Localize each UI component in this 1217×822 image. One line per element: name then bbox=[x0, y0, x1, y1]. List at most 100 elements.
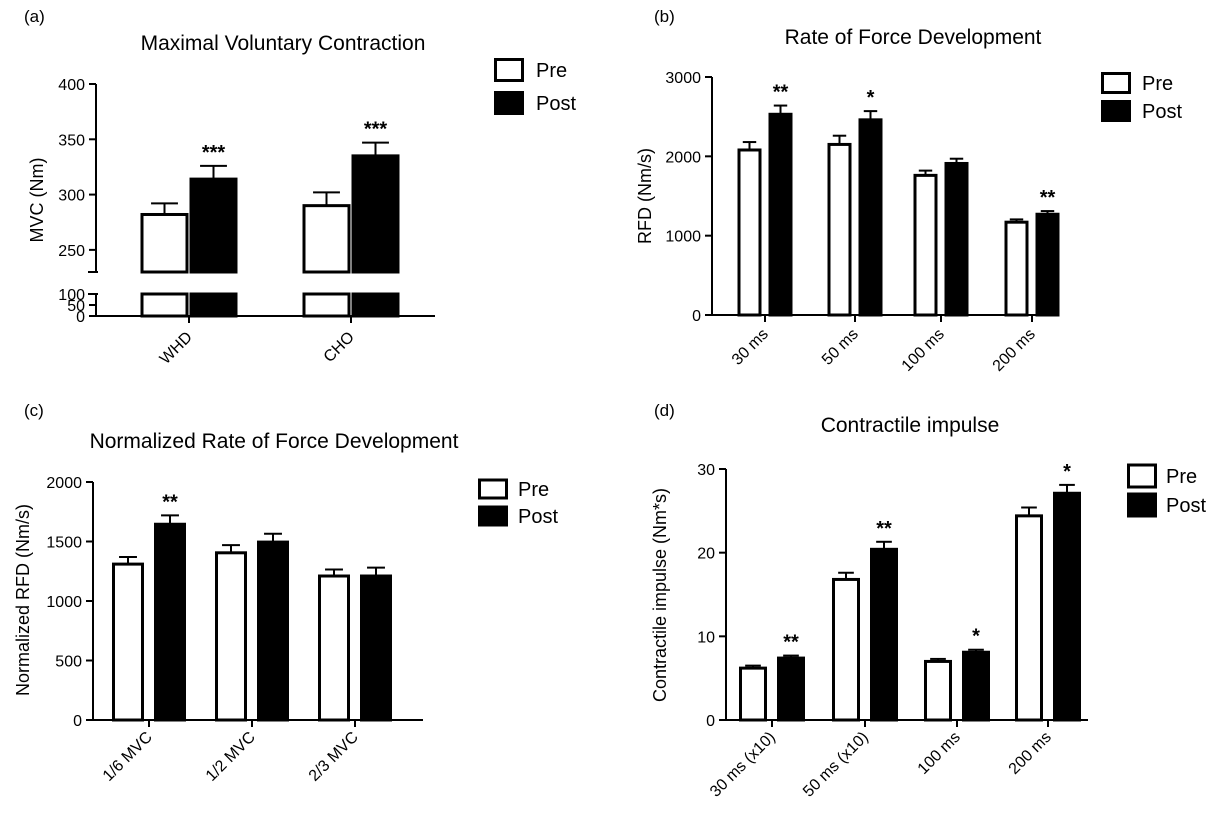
bar-pre bbox=[913, 173, 938, 317]
bar-post bbox=[944, 161, 969, 317]
bar-post bbox=[1035, 212, 1060, 317]
x-tick-label: 200 ms bbox=[1006, 729, 1055, 778]
significance-marker: *** bbox=[364, 119, 388, 141]
legend-label-pre: Pre bbox=[518, 479, 549, 501]
bar-post bbox=[858, 118, 883, 317]
y-tick-label: 2000 bbox=[46, 475, 82, 492]
bar-pre bbox=[302, 292, 351, 318]
bar-post bbox=[189, 177, 238, 274]
legend-label-pre: Pre bbox=[1142, 73, 1173, 95]
bar-pre bbox=[140, 292, 189, 318]
legend-swatch-pre bbox=[478, 478, 508, 500]
x-tick-label: 30 ms (x10) bbox=[707, 729, 779, 801]
significance-marker: * bbox=[1063, 461, 1071, 483]
bar-post bbox=[777, 656, 805, 722]
legend-label-post: Post bbox=[536, 93, 576, 115]
y-tick-label: 0 bbox=[692, 308, 701, 325]
y-tick-label: 0 bbox=[73, 713, 82, 730]
legend-label-post: Post bbox=[518, 506, 558, 528]
panel-label: (d) bbox=[654, 401, 675, 420]
bar-post bbox=[154, 522, 186, 722]
y-tick-label: 1500 bbox=[46, 535, 82, 552]
bar-pre bbox=[1015, 514, 1043, 722]
bar-pre bbox=[924, 659, 952, 722]
chart-title: Maximal Voluntary Contraction bbox=[141, 32, 426, 55]
y-tick-label: 1000 bbox=[665, 229, 701, 246]
x-tick-label: 200 ms bbox=[990, 326, 1039, 375]
x-tick-label: WHD bbox=[157, 329, 196, 368]
y-tick-label: 30 bbox=[697, 462, 715, 479]
y-tick-label: 300 bbox=[58, 188, 85, 205]
bar-post bbox=[962, 650, 990, 722]
significance-marker: ** bbox=[162, 491, 178, 513]
legend-swatch-pre bbox=[1127, 463, 1157, 489]
x-tick-label: 50 ms (x10) bbox=[800, 729, 872, 801]
bar-post bbox=[1053, 491, 1081, 722]
bar-post bbox=[360, 574, 392, 722]
x-tick-label: CHO bbox=[321, 329, 358, 366]
bar-post bbox=[870, 547, 898, 722]
panel-label: (c) bbox=[24, 401, 44, 420]
legend-swatch-post bbox=[1101, 100, 1131, 122]
bar-pre bbox=[302, 204, 351, 274]
x-tick-label: 30 ms bbox=[729, 326, 772, 369]
y-tick-label: 400 bbox=[58, 77, 85, 94]
y-axis-label: Normalized RFD (Nm/s) bbox=[13, 504, 33, 696]
significance-marker: * bbox=[972, 626, 980, 648]
legend-label-pre: Pre bbox=[1166, 466, 1197, 488]
legend-label-post: Post bbox=[1142, 101, 1182, 123]
legend-swatch-pre bbox=[1101, 72, 1131, 94]
bar-pre bbox=[1004, 220, 1029, 317]
bar-pre bbox=[737, 148, 762, 317]
y-axis-label: Contractile impulse (Nm*s) bbox=[650, 488, 670, 702]
y-tick-label: 350 bbox=[58, 132, 85, 149]
y-axis-label: RFD (Nm/s) bbox=[635, 148, 655, 244]
bar-pre bbox=[112, 562, 144, 722]
x-tick-label: 1/6 MVC bbox=[100, 729, 156, 785]
x-tick-label: 1/2 MVC bbox=[203, 729, 259, 785]
bar-pre bbox=[215, 551, 247, 722]
significance-marker: ** bbox=[876, 518, 892, 540]
legend-label-pre: Pre bbox=[536, 60, 567, 82]
bar-pre bbox=[318, 574, 350, 722]
x-tick-label: 100 ms bbox=[915, 729, 964, 778]
significance-marker: ** bbox=[783, 632, 799, 654]
significance-marker: ** bbox=[773, 82, 789, 104]
y-tick-label: 50 bbox=[67, 298, 85, 315]
bar-post bbox=[257, 540, 289, 722]
chart-title: Normalized Rate of Force Development bbox=[90, 430, 459, 453]
y-tick-label: 0 bbox=[76, 309, 85, 326]
bar-post bbox=[189, 292, 238, 318]
bar-pre bbox=[739, 666, 767, 722]
significance-marker: *** bbox=[202, 142, 226, 164]
chart-title: Rate of Force Development bbox=[785, 26, 1042, 49]
y-tick-label: 100 bbox=[58, 287, 85, 304]
x-tick-label: 2/3 MVC bbox=[306, 729, 362, 785]
y-tick-label: 3000 bbox=[665, 70, 701, 87]
bar-post bbox=[351, 154, 400, 274]
y-tick-label: 2000 bbox=[665, 149, 701, 166]
panel-label: (b) bbox=[654, 7, 675, 26]
legend-swatch-post bbox=[1127, 492, 1157, 518]
legend-swatch-pre bbox=[494, 58, 524, 82]
panel-label: (a) bbox=[24, 7, 45, 26]
y-axis-label: MVC (Nm) bbox=[27, 158, 47, 243]
y-tick-label: 10 bbox=[697, 629, 715, 646]
y-tick-label: 250 bbox=[58, 243, 85, 260]
legend-swatch-post bbox=[478, 505, 508, 527]
chart-title: Contractile impulse bbox=[821, 414, 1000, 437]
x-tick-label: 50 ms bbox=[819, 326, 862, 369]
bar-pre bbox=[140, 212, 189, 274]
bar-pre bbox=[827, 142, 852, 317]
significance-marker: * bbox=[867, 87, 875, 109]
bar-post bbox=[768, 112, 793, 317]
legend-swatch-post bbox=[494, 91, 524, 115]
significance-marker: ** bbox=[1040, 187, 1056, 209]
y-tick-label: 500 bbox=[55, 654, 82, 671]
bar-pre bbox=[832, 577, 860, 722]
bar-post bbox=[351, 292, 400, 318]
x-tick-label: 100 ms bbox=[899, 326, 948, 375]
y-tick-label: 20 bbox=[697, 546, 715, 563]
